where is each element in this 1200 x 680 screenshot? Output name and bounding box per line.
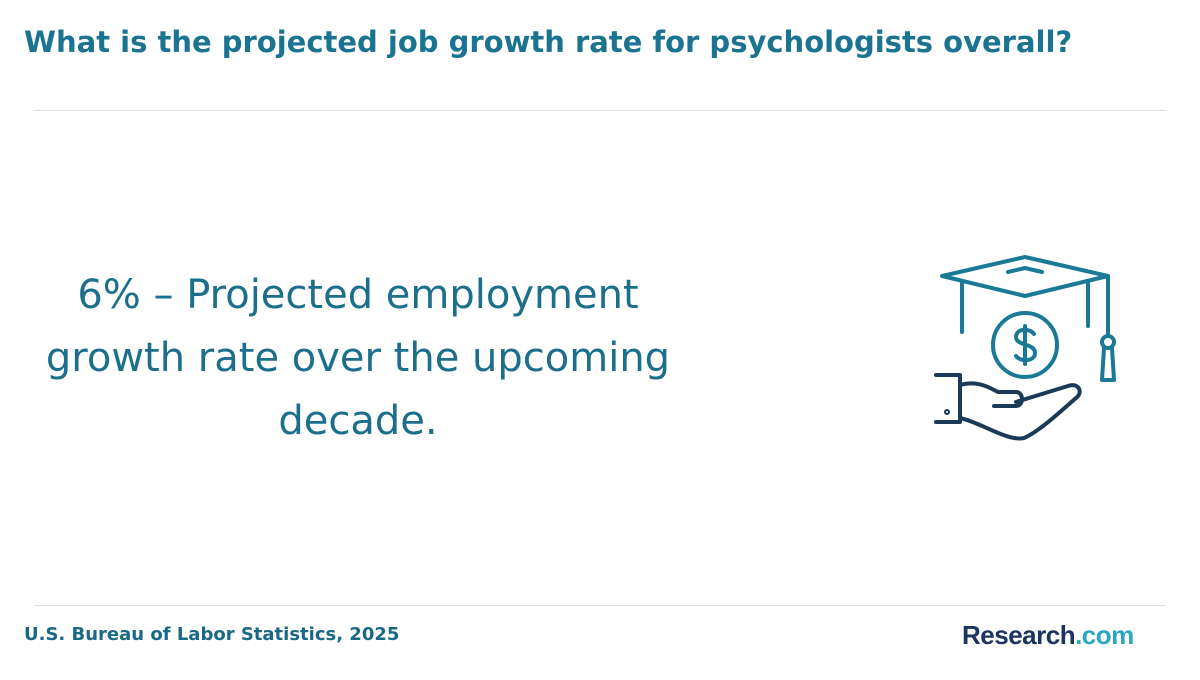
title: What is the projected job growth rate fo… <box>24 25 1073 59</box>
logo-suffix: .com <box>1075 620 1134 650</box>
logo: Research.com <box>962 620 1134 651</box>
icon <box>934 255 1116 441</box>
stat-text: 6% – Projected employment growth rate ov… <box>45 272 671 444</box>
source: U.S. Bureau of Labor Statistics, 2025 <box>24 624 400 645</box>
logo-name: Research <box>962 620 1076 650</box>
divider <box>34 110 1166 111</box>
divider <box>34 605 1166 606</box>
